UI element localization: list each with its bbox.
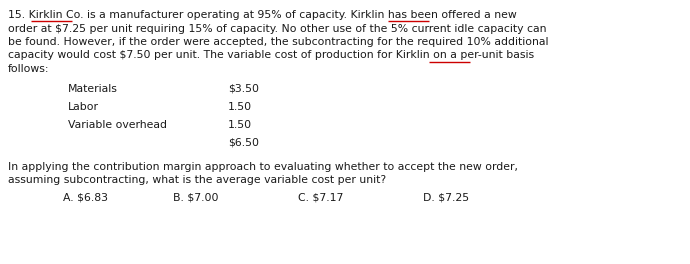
Text: Labor: Labor [68, 101, 99, 111]
Text: $6.50: $6.50 [228, 138, 259, 148]
Text: In applying the contribution margin approach to evaluating whether to accept the: In applying the contribution margin appr… [8, 162, 518, 172]
Text: assuming subcontracting, what is the average variable cost per unit?: assuming subcontracting, what is the ave… [8, 175, 386, 185]
Text: D. $7.25: D. $7.25 [423, 192, 469, 202]
Text: B. $7.00: B. $7.00 [173, 192, 219, 202]
Text: A. $6.83: A. $6.83 [63, 192, 108, 202]
Text: C. $7.17: C. $7.17 [298, 192, 344, 202]
Text: order at $7.25 per unit requiring 15% of capacity. No other use of the 5% curren: order at $7.25 per unit requiring 15% of… [8, 23, 546, 34]
Text: $3.50: $3.50 [228, 83, 259, 93]
Text: follows:: follows: [8, 64, 50, 74]
Text: 1.50: 1.50 [228, 101, 252, 111]
Text: Variable overhead: Variable overhead [68, 120, 167, 130]
Text: 1.50: 1.50 [228, 120, 252, 130]
Text: be found. However, if the order were accepted, the subcontracting for the requir: be found. However, if the order were acc… [8, 37, 549, 47]
Text: capacity would cost $7.50 per unit. The variable cost of production for Kirklin : capacity would cost $7.50 per unit. The … [8, 50, 534, 60]
Text: Materials: Materials [68, 83, 118, 93]
Text: 15. Kirklin Co. is a manufacturer operating at 95% of capacity. Kirklin has been: 15. Kirklin Co. is a manufacturer operat… [8, 10, 517, 20]
